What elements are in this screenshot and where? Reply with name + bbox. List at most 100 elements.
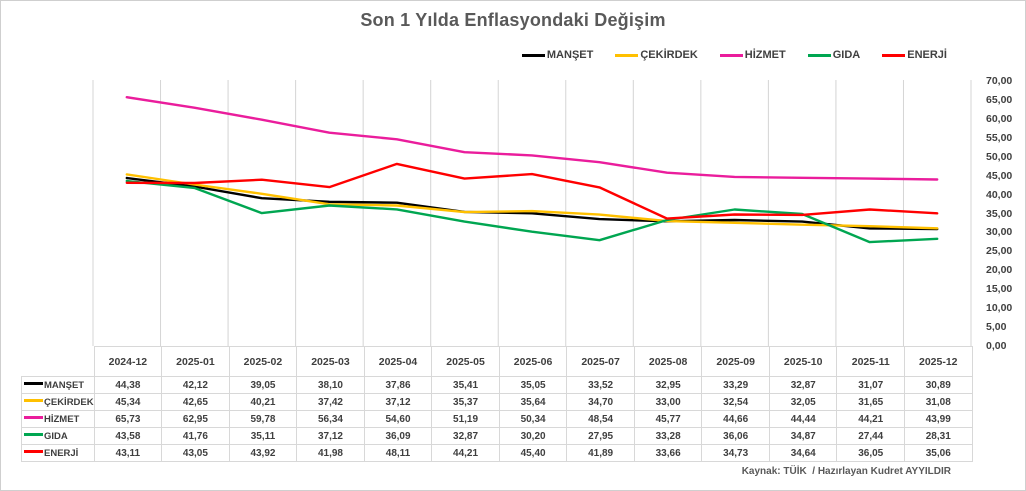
y-axis-tick-label: 30,00 [986,226,1013,239]
table-cell: 45,34 [93,393,163,411]
table-cell: 30,20 [498,427,568,445]
table-row-enerji̇: ENERJİ 43,11 43,05 43,92 41,98 48,11 44,21 45,4… [21,444,973,462]
y-axis-tick-label: 55,00 [986,131,1013,144]
y-axis-tick-label: 50,00 [986,150,1013,163]
table-cell: 56,34 [296,410,365,428]
y-axis-tick-label: 20,00 [986,264,1013,277]
table-cell: 34,64 [768,444,838,462]
table-cell: 34,87 [768,427,838,445]
table-col-header: 2025-03 [296,346,365,377]
table-cell: 43,05 [161,444,230,462]
series-key-label: ENERJİ [44,447,79,459]
table-cell: 45,40 [498,444,568,462]
table-cell: 43,92 [228,444,298,462]
y-axis-tick-label: 65,00 [986,93,1013,106]
series-key-label: GIDA [44,430,68,442]
table-cell: 34,73 [701,444,770,462]
table-row-hi̇zmet: HİZMET 65,73 62,95 59,78 56,34 54,60 51,19 50,3… [21,410,973,428]
series-key-swatch [24,416,43,420]
table-row-key: HİZMET [21,410,95,428]
table-cell: 65,73 [93,410,163,428]
table-cell: 32,87 [431,427,500,445]
legend-label: ENERJİ [907,49,947,61]
series-line-çeki̇rdek [125,173,939,230]
table-cell: 33,66 [633,444,703,462]
table-cell: 35,41 [431,376,500,394]
legend-item: HİZMET [719,49,786,61]
table-cell: 44,38 [93,376,163,394]
chart-title: Son 1 Yılda Enflasyondaki Değişim [360,10,666,30]
y-axis-tick-label: 45,00 [986,169,1013,182]
table-cell: 27,95 [566,427,635,445]
table-cell: 32,95 [633,376,703,394]
table-col-header: 2025-07 [566,346,635,377]
y-axis-tick-label: 15,00 [986,283,1013,296]
table-cell: 51,19 [431,410,500,428]
table-cell: 42,65 [161,393,230,411]
legend-line-swatch [882,53,906,57]
table-cell: 31,08 [904,393,973,411]
series-key-label: MANŞET [44,379,85,391]
legend-line-swatch [521,53,545,57]
chart-legend: MANŞET ÇEKİRDEK HİZMET GIDA ENERJİ [1,48,947,62]
table-cell: 41,98 [296,444,365,462]
y-axis-tick-label: 0,00 [986,340,1007,352]
table-cell: 35,64 [498,393,568,411]
legend-label: GIDA [832,49,861,61]
series-key-swatch [24,433,43,437]
table-cell: 44,44 [768,410,838,428]
legend-item: GIDA [807,49,861,61]
table-row-manşet: MANŞET 44,38 42,12 39,05 38,10 37,86 35,41 35,0… [21,376,973,394]
table-cell: 32,87 [768,376,838,394]
table-row-key: GIDA [21,427,95,445]
table-row-key: ÇEKİRDEK [21,393,95,411]
legend-item: ENERJİ [882,49,947,61]
table-cell: 35,05 [498,376,568,394]
table-cell: 39,05 [228,376,298,394]
table-cell: 41,89 [566,444,635,462]
table-cell: 36,09 [363,427,433,445]
table-col-header: 2025-02 [228,346,298,377]
table-cell: 36,05 [836,444,905,462]
y-axis-tick-label: 35,00 [986,207,1013,220]
table-cell: 32,54 [701,393,770,411]
series-line-hi̇zmet [125,95,939,181]
table-cell: 48,11 [363,444,433,462]
table-cell: 44,66 [701,410,770,428]
legend-line-swatch [719,53,743,57]
y-axis-tick-label: 10,00 [986,302,1013,315]
table-row-gida: GIDA 43,58 41,76 35,11 37,12 36,09 32,87 30,20 2… [21,427,973,445]
series-key-swatch [24,399,43,403]
table-cell: 37,86 [363,376,433,394]
table-cell: 31,65 [836,393,905,411]
legend-line-swatch [615,53,639,57]
table-col-header: 2025-01 [161,346,230,377]
table-cell: 33,52 [566,376,635,394]
y-axis-tick-label: 70,00 [986,75,1013,87]
y-axis-tick-label: 5,00 [986,321,1007,334]
y-axis-tick-label: 40,00 [986,188,1013,201]
table-cell: 50,34 [498,410,568,428]
table-cell: 36,06 [701,427,770,445]
series-key-swatch [24,450,43,454]
table-cell: 43,99 [904,410,973,428]
y-axis-tick-label: 60,00 [986,112,1013,125]
series-line-enerji̇ [125,162,939,220]
table-cell: 54,60 [363,410,433,428]
table-corner-cell [21,346,95,377]
series-key-swatch [24,382,43,386]
table-cell: 44,21 [836,410,905,428]
table-cell: 37,12 [296,427,365,445]
table-cell: 30,89 [904,376,973,394]
legend-label: HİZMET [744,49,786,61]
table-col-header: 2024-12 [93,346,163,377]
table-row-key: ENERJİ [21,444,95,462]
table-col-header: 2025-12 [904,346,973,377]
table-cell: 33,00 [633,393,703,411]
table-col-header: 2025-11 [836,346,905,377]
table-row-çeki̇rdek: ÇEKİRDEK 45,34 42,65 40,21 37,42 37,12 35,37 35… [21,393,973,411]
table-cell: 40,21 [228,393,298,411]
table-cell: 35,37 [431,393,500,411]
